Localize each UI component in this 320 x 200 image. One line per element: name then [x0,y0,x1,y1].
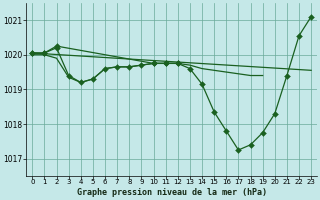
X-axis label: Graphe pression niveau de la mer (hPa): Graphe pression niveau de la mer (hPa) [77,188,267,197]
